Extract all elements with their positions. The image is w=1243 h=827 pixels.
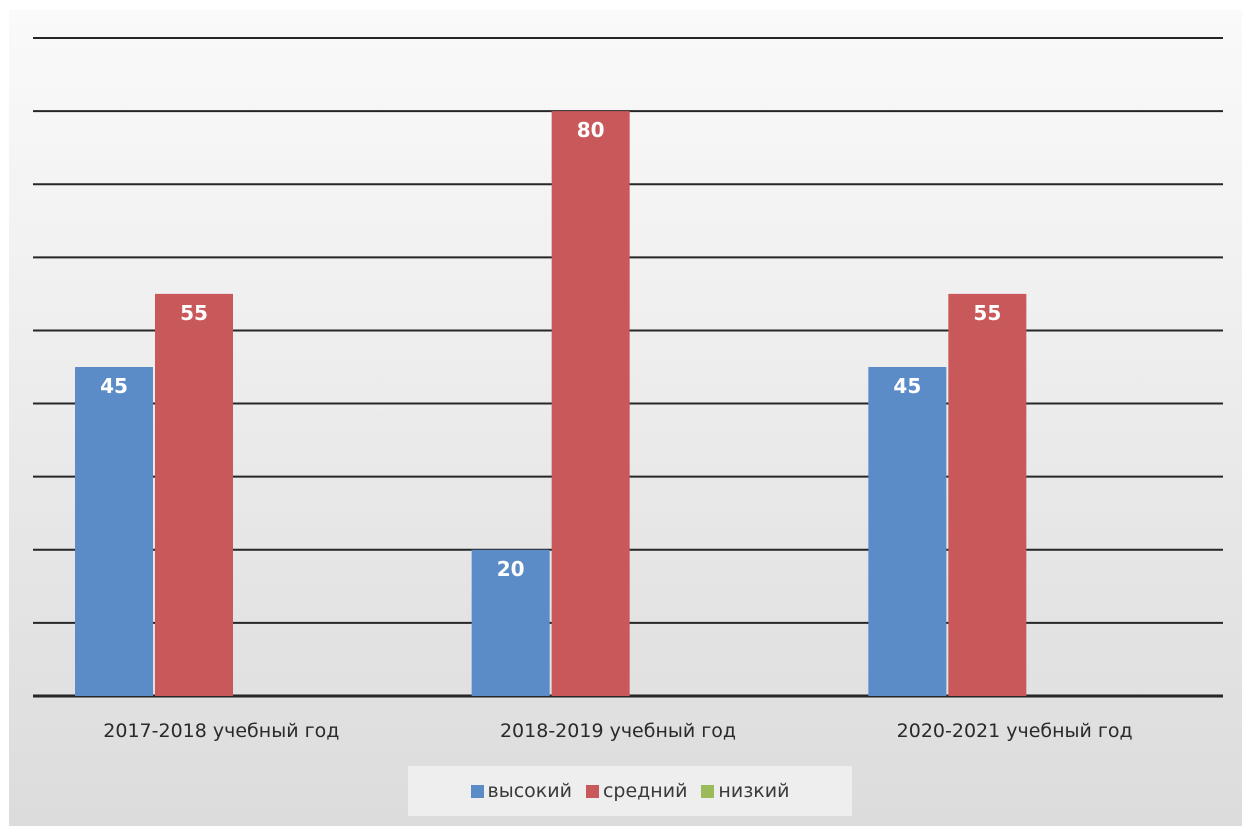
bar-medium-1 (551, 111, 630, 697)
legend-label-low: низкий (718, 780, 790, 802)
legend-label-medium: средний (602, 780, 688, 802)
data-labels: 45 55 20 80 45 55 (100, 118, 1001, 581)
data-label-medium-2: 55 (973, 301, 1001, 325)
bars (75, 111, 1027, 697)
legend-item-low: низкий (701, 780, 789, 802)
bar-high-2 (868, 367, 947, 696)
data-label-medium-1: 80 (577, 118, 605, 142)
legend-item-high: высокий (470, 780, 572, 802)
legend-item-medium: средний (585, 780, 688, 802)
legend-label-high: высокий (487, 780, 572, 802)
data-label-medium-0: 55 (180, 301, 208, 325)
legend: высокий средний низкий (408, 766, 852, 816)
data-label-high-0: 45 (100, 374, 128, 398)
category-label-0: 2017-2018 учебный год (103, 720, 339, 742)
bar-medium-2 (948, 293, 1027, 696)
category-label-1: 2018-2019 учебный год (500, 720, 736, 742)
legend-swatch-medium (585, 784, 599, 798)
bar-medium-0 (155, 293, 233, 696)
legend-swatch-high (470, 784, 484, 798)
data-label-high-2: 45 (893, 374, 921, 398)
legend-swatch-low (701, 784, 715, 798)
data-label-high-1: 20 (497, 557, 525, 581)
category-label-2: 2020-2021 учебный год (897, 720, 1133, 742)
bar-high-1 (471, 549, 550, 696)
bar-high-0 (75, 367, 153, 696)
category-labels: 2017-2018 учебный год 2018-2019 учебный г… (103, 720, 1132, 742)
chart-area: 45 55 20 80 45 55 2017-2018 учебный год 2018-2… (9, 10, 1242, 826)
bar-chart: 45 55 20 80 45 55 2017-2018 учебный год 2018-2… (33, 37, 1223, 742)
